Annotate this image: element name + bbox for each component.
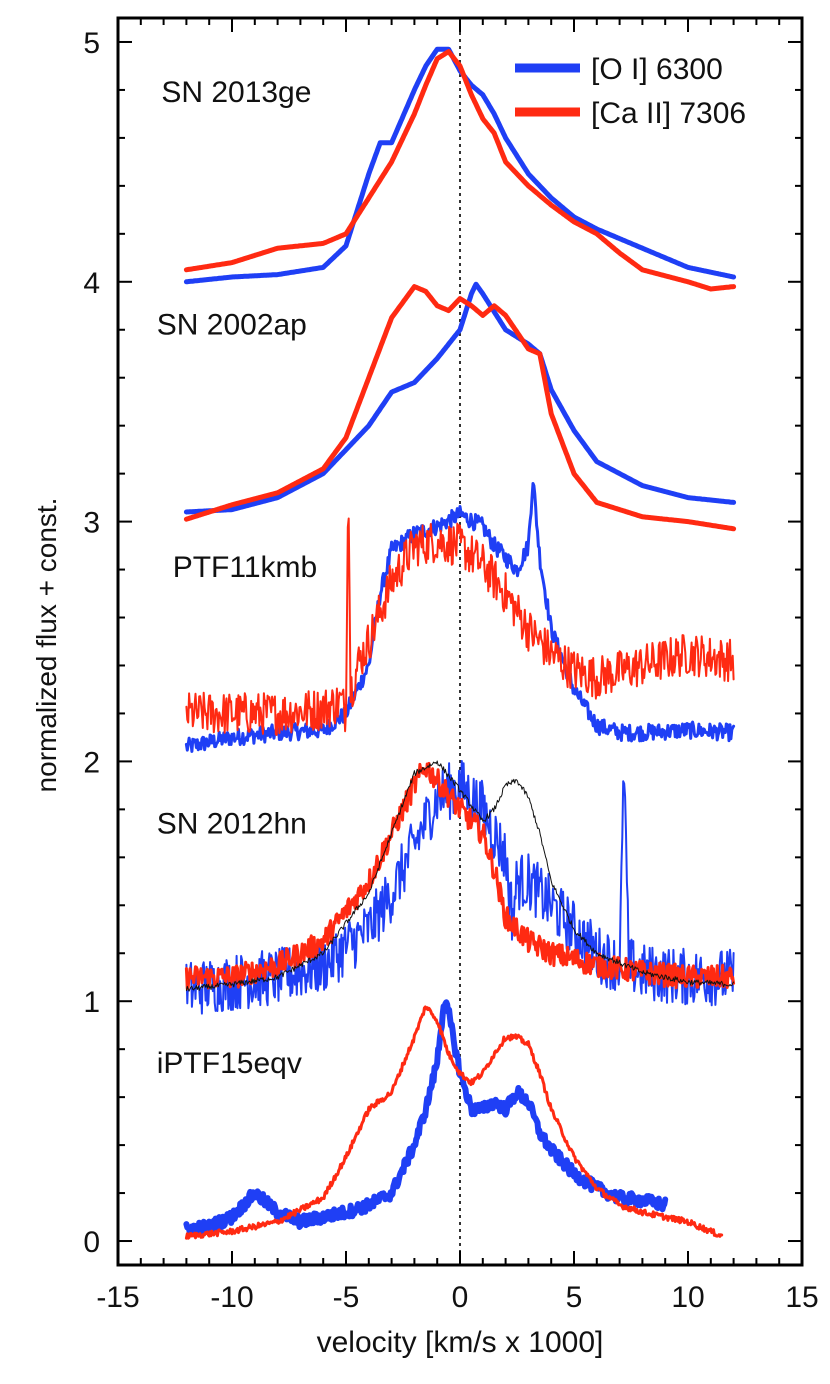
y-tick-label: 1 (83, 986, 100, 1019)
x-tick-label: -10 (210, 1281, 253, 1314)
object-label: SN 2013ge (161, 76, 311, 109)
object-sn-2002ap (183, 281, 737, 532)
object-ptf11kmb (184, 482, 736, 753)
y-axis-label: normalized flux + const. (31, 498, 62, 793)
y-tick-label: 5 (83, 27, 100, 60)
series-line (183, 49, 737, 292)
object-label: PTF11kmb (173, 551, 317, 584)
object-label: SN 2002ap (157, 309, 307, 342)
x-tick-label: -5 (333, 1281, 360, 1314)
object-iptf15eqv (183, 999, 724, 1240)
y-tick-label: 4 (83, 267, 100, 300)
legend-label-oi: [O I] 6300 (591, 53, 723, 86)
x-tick-label: 5 (566, 1281, 583, 1314)
series-line (185, 517, 735, 736)
x-tick-label: 10 (671, 1281, 704, 1314)
object-sn-2013ge (183, 46, 737, 292)
x-tick-label: 15 (785, 1281, 818, 1314)
label-layer: -15 -10 -5 0 5 10 15 0 1 2 3 4 5 SN 2013ge SN 2002ap PT… (83, 27, 818, 1314)
y-tick-label: 0 (83, 1226, 100, 1259)
legend: [O I] 6300 [Ca II] 7306 (515, 53, 746, 130)
x-tick-label: -15 (96, 1281, 139, 1314)
series-line (184, 1005, 724, 1240)
x-tick-label: 0 (452, 1281, 469, 1314)
series-line (183, 281, 737, 515)
series-line (183, 284, 737, 532)
object-label: iPTF15eqv (157, 1047, 302, 1080)
series-layer (183, 46, 737, 1240)
x-axis-label: velocity [km/s x 1000] (317, 1326, 604, 1359)
y-tick-label: 2 (83, 746, 100, 779)
series-line (183, 999, 669, 1237)
object-sn-2012hn (184, 760, 736, 1015)
y-tick-label: 3 (83, 507, 100, 540)
series-line (184, 761, 736, 991)
object-label: SN 2012hn (157, 807, 307, 840)
legend-label-caii: [Ca II] 7306 (591, 97, 746, 130)
series-line (185, 760, 735, 992)
plot-frame (116, 16, 804, 1267)
